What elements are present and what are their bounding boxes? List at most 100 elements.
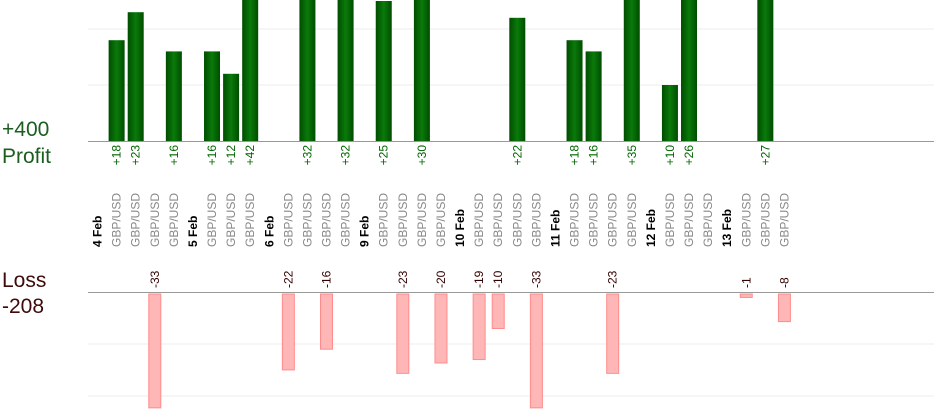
loss-value-label: -33 (529, 270, 543, 288)
pair-label: GBP/USD (300, 193, 314, 247)
date-label: 5 Feb (186, 216, 200, 247)
profit-value-label: +42 (243, 145, 257, 166)
profit-bar (165, 51, 182, 141)
loss-value-label: -20 (434, 270, 448, 288)
pair-label: GBP/USD (529, 193, 543, 247)
profit-bar (242, 0, 259, 141)
profit-value-label: +16 (205, 145, 219, 166)
date-label: 6 Feb (262, 216, 276, 247)
profit-value-label: +16 (167, 145, 181, 166)
profit-value-label: +25 (377, 145, 391, 166)
pair-label: GBP/USD (701, 193, 715, 247)
pair-label: GBP/USD (739, 193, 753, 247)
pair-label: GBP/USD (281, 193, 295, 247)
pair-label: GBP/USD (320, 193, 334, 247)
labels: 4 Feb GBP/USD +18 GBP/USD +23 GBP/USD -33 GBP/U… (91, 145, 792, 288)
loss-bar (472, 293, 486, 361)
date-label: 10 Feb (453, 209, 467, 247)
pair-label: GBP/USD (396, 193, 410, 247)
profit-value-label: +27 (758, 145, 772, 166)
profit-value-label: +32 (339, 145, 353, 166)
loss-bar (148, 293, 162, 409)
pair-label: GBP/USD (472, 193, 486, 247)
pair-label: GBP/USD (339, 193, 353, 247)
profit-value-label: +30 (415, 145, 429, 166)
pair-label: GBP/USD (568, 193, 582, 247)
loss-value-label: -1 (739, 277, 753, 288)
pair-label: GBP/USD (243, 193, 257, 247)
profit-bar (127, 12, 144, 142)
profit-bar (413, 0, 430, 141)
pair-label: GBP/USD (587, 193, 601, 247)
loss-bar (281, 293, 295, 371)
loss-value-label: -19 (472, 270, 486, 288)
profit-bar (223, 73, 240, 141)
profit-value-label: +23 (129, 145, 143, 166)
date-label: 4 Feb (91, 216, 105, 247)
loss-bar (739, 293, 753, 298)
profit-value-label: +16 (587, 145, 601, 166)
pair-label: GBP/USD (777, 193, 791, 247)
profit-bar (108, 40, 125, 142)
profit-bar (337, 0, 354, 141)
profit-bar (585, 51, 602, 141)
profit-bar (375, 1, 392, 141)
profit-value-label: +32 (300, 145, 314, 166)
pair-label: GBP/USD (129, 193, 143, 247)
pair-label: GBP/USD (510, 193, 524, 247)
pair-label: GBP/USD (377, 193, 391, 247)
date-label: 9 Feb (358, 216, 372, 247)
loss-value-label: -22 (281, 270, 295, 288)
pair-label: GBP/USD (663, 193, 677, 247)
loss-bar (396, 293, 410, 374)
pair-label: GBP/USD (434, 193, 448, 247)
pair-label: GBP/USD (625, 193, 639, 247)
profit-bar (299, 0, 316, 141)
pair-label: GBP/USD (491, 193, 505, 247)
loss-value-label: -23 (606, 270, 620, 288)
loss-value-label: -33 (148, 270, 162, 288)
date-label: 11 Feb (548, 210, 562, 247)
loss-value-label: -8 (777, 277, 791, 288)
pair-label: GBP/USD (758, 193, 772, 247)
loss-word-label: Loss (2, 269, 47, 292)
profit-bar (623, 0, 640, 141)
loss-bar (606, 293, 620, 374)
profit-total-label: +400 (2, 118, 50, 141)
loss-bar (777, 293, 791, 323)
loss-bar (491, 293, 505, 329)
profit-bar (509, 17, 526, 141)
profit-value-label: +18 (110, 145, 124, 166)
loss-bar (529, 293, 543, 409)
profit-value-label: +26 (682, 145, 696, 166)
profit-bar (681, 0, 698, 142)
pair-label: GBP/USD (148, 193, 162, 247)
profit-bar (204, 51, 221, 141)
date-label: 13 Feb (720, 209, 734, 247)
profit-bar (661, 85, 678, 141)
loss-value-label: -23 (396, 270, 410, 288)
loss-bar (320, 293, 333, 350)
loss-bar (434, 293, 448, 364)
profit-value-label: +10 (663, 145, 677, 166)
pair-label: GBP/USD (110, 193, 124, 247)
profit-bar (566, 40, 583, 142)
profit-value-label: +18 (568, 145, 582, 166)
loss-value-label: -10 (491, 270, 505, 288)
axes (88, 141, 934, 293)
profit-word-label: Profit (2, 145, 52, 168)
pair-label: GBP/USD (224, 193, 238, 247)
pair-label: GBP/USD (415, 193, 429, 247)
pair-label: GBP/USD (682, 193, 696, 247)
pair-label: GBP/USD (606, 193, 620, 247)
pair-label: GBP/USD (205, 193, 219, 247)
profit-bar (757, 0, 774, 141)
loss-value-label: -16 (320, 270, 334, 288)
profit-value-label: +22 (510, 145, 524, 166)
loss-total-label: -208 (2, 295, 45, 318)
profit-value-label: +12 (224, 145, 238, 166)
date-label: 12 Feb (644, 209, 658, 247)
pair-label: GBP/USD (167, 193, 181, 247)
profit-value-label: +35 (625, 145, 639, 166)
